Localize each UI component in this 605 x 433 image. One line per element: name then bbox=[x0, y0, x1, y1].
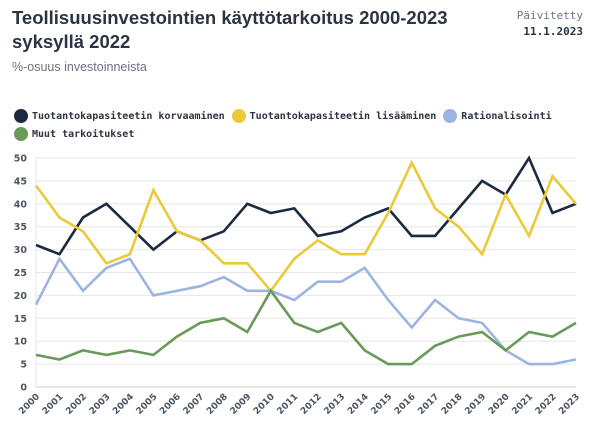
y-tick-label: 20 bbox=[14, 291, 28, 302]
x-tick-label: 2008 bbox=[205, 392, 230, 417]
y-tick-label: 0 bbox=[20, 383, 27, 394]
y-tick-label: 45 bbox=[14, 176, 27, 187]
y-tick-label: 5 bbox=[20, 360, 27, 371]
series-line-2[interactable] bbox=[34, 159, 577, 293]
y-tick-label: 35 bbox=[14, 222, 27, 233]
legend: Tuotantokapasiteetin korvaaminen Tuotant… bbox=[14, 107, 594, 143]
x-tick-label: 2013 bbox=[323, 392, 348, 417]
x-tick-label: 2015 bbox=[370, 392, 395, 417]
updated-date: 11.1.2023 bbox=[523, 25, 583, 38]
grid bbox=[35, 157, 576, 388]
legend-row-1: Tuotantokapasiteetin korvaaminen Tuotant… bbox=[14, 107, 594, 125]
x-tick-label: 2000 bbox=[17, 392, 42, 417]
x-tick-label: 2017 bbox=[416, 392, 441, 417]
x-tick-label: 2019 bbox=[463, 392, 488, 417]
y-tick-label: 40 bbox=[14, 199, 28, 210]
updated-info: Päivitetty 11.1.2023 bbox=[517, 8, 583, 40]
legend-item-lisaaminen[interactable]: Tuotantokapasiteetin lisääminen bbox=[231, 109, 437, 123]
legend-label: Rationalisointi bbox=[461, 110, 552, 122]
x-tick-label: 2002 bbox=[64, 392, 89, 417]
x-tick-label: 2009 bbox=[229, 392, 254, 417]
legend-dot-icon bbox=[14, 127, 28, 141]
x-axis: 2000200120022003200420052006200720082009… bbox=[17, 392, 582, 417]
legend-dot-icon bbox=[14, 109, 28, 123]
y-axis: 0 5 10 15 20 25 30 35 40 45 50 bbox=[14, 154, 28, 394]
y-tick-label: 50 bbox=[14, 154, 28, 165]
updated-label: Päivitetty bbox=[516, 9, 583, 22]
x-tick-label: 2021 bbox=[510, 392, 535, 417]
legend-label: Muut tarkoitukset bbox=[32, 128, 135, 140]
x-tick-label: 2006 bbox=[158, 392, 183, 417]
x-tick-label: 2018 bbox=[440, 392, 465, 417]
legend-label: Tuotantokapasiteetin lisääminen bbox=[249, 110, 437, 122]
x-tick-label: 2011 bbox=[276, 392, 301, 417]
y-tick-label: 30 bbox=[14, 245, 28, 256]
legend-label: Tuotantokapasiteetin korvaaminen bbox=[32, 110, 225, 122]
x-tick-label: 2007 bbox=[182, 392, 207, 417]
x-tick-label: 2010 bbox=[252, 392, 277, 417]
x-tick-label: 2004 bbox=[111, 392, 136, 417]
x-tick-label: 2016 bbox=[393, 392, 418, 417]
y-tick-label: 15 bbox=[14, 314, 27, 325]
x-tick-label: 2001 bbox=[41, 392, 66, 417]
legend-row-2: Muut tarkoitukset bbox=[14, 125, 594, 143]
x-tick-label: 2023 bbox=[557, 392, 582, 417]
chart-subtitle: %-osuus investoinneista bbox=[12, 60, 147, 74]
x-tick-label: 2012 bbox=[299, 392, 324, 417]
x-tick-label: 2005 bbox=[135, 392, 160, 417]
legend-item-korvaaminen[interactable]: Tuotantokapasiteetin korvaaminen bbox=[14, 109, 225, 123]
legend-dot-icon bbox=[443, 109, 458, 123]
legend-item-muut[interactable]: Muut tarkoitukset bbox=[14, 127, 134, 141]
x-tick-label: 2003 bbox=[88, 392, 113, 417]
series-line-1[interactable] bbox=[35, 155, 577, 256]
series bbox=[34, 155, 577, 366]
x-tick-label: 2014 bbox=[346, 392, 371, 417]
legend-item-rationalisointi[interactable]: Rationalisointi bbox=[443, 109, 552, 123]
legend-dot-icon bbox=[231, 109, 246, 123]
y-tick-label: 10 bbox=[14, 337, 28, 348]
x-tick-label: 2020 bbox=[487, 392, 512, 417]
x-tick-label: 2022 bbox=[534, 392, 559, 417]
chart-title: Teollisuusinvestointien käyttötarkoitus … bbox=[12, 7, 448, 52]
y-tick-label: 25 bbox=[14, 268, 27, 279]
series-line-4[interactable] bbox=[35, 288, 577, 366]
series-line-3[interactable] bbox=[34, 256, 577, 366]
